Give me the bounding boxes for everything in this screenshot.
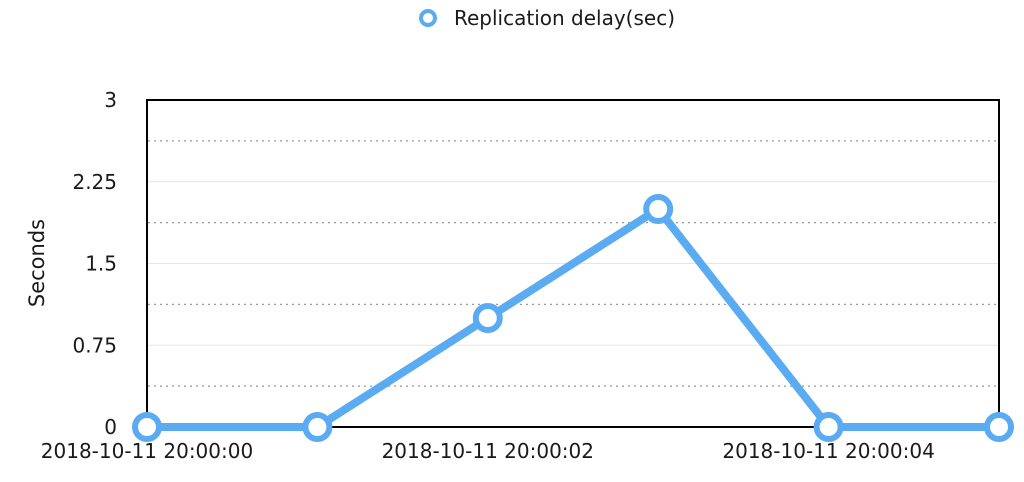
y-tick-label: 1.5 [85,252,117,276]
legend-marker-icon [419,9,437,27]
x-tick-label: 2018-10-11 20:00:02 [382,439,594,463]
gridlines [148,140,998,387]
legend-label: Replication delay(sec) [454,6,675,30]
x-tick-label: 2018-10-11 20:00:04 [722,439,934,463]
data-point[interactable] [643,194,674,224]
y-tick-label: 0.75 [72,333,117,357]
data-point[interactable] [984,412,1014,442]
legend[interactable]: Replication delay(sec) [419,6,675,30]
series-line [147,203,999,431]
y-tick-label: 3 [104,88,117,112]
data-point[interactable] [302,412,333,442]
data-point[interactable] [132,412,162,442]
data-point[interactable] [813,412,844,442]
series-replication-delay [132,194,1014,442]
y-axis-ticks: 0 0.75 1.5 2.25 3 [72,88,117,439]
x-tick-label: 2018-10-11 20:00:00 [41,439,253,463]
y-tick-label: 0 [104,415,117,439]
x-axis-ticks: 2018-10-11 20:00:00 2018-10-11 20:00:02 20… [41,439,935,463]
y-axis-title: Seconds [25,219,49,307]
data-point[interactable] [472,303,503,333]
y-tick-label: 2.25 [72,170,117,194]
